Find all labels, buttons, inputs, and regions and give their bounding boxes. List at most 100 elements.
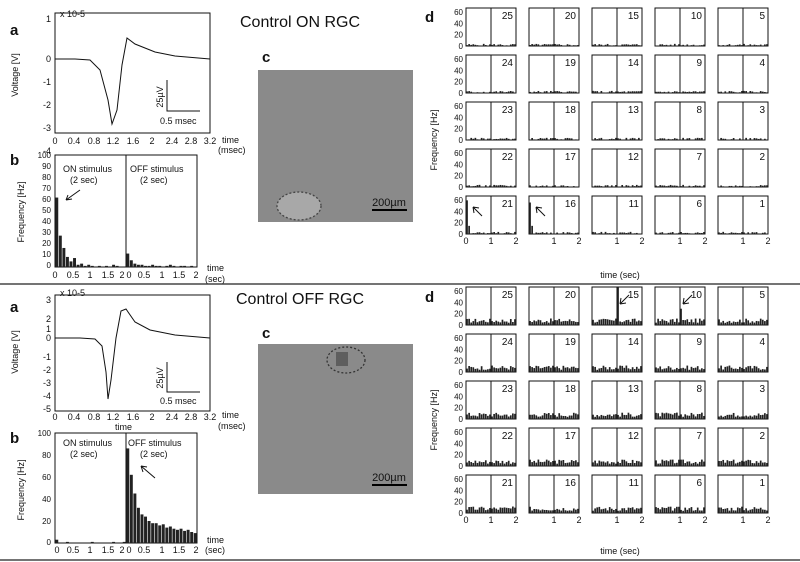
xtick: 3.2 [204,412,217,422]
grid-bar [514,44,516,46]
grid-bar [728,233,731,234]
grid-bar [619,232,621,234]
grid-bar [623,367,626,372]
grid-bar [621,365,624,372]
label-c: c [262,49,270,66]
grid-bar [659,44,662,46]
ytick: 100 [38,151,52,160]
grid-bar [489,318,491,325]
grid-cell: 12 [591,427,643,467]
grid-ytick: 40 [454,207,463,216]
grid-bar [558,91,561,93]
grid-bar [745,415,747,419]
grid-bar [466,45,468,46]
grid-bar [497,231,500,234]
grid-xtick: 2 [702,236,707,246]
grid-bar [543,461,546,466]
grid-bar [505,232,508,234]
grid-bar [556,366,558,372]
grid-bar [535,365,538,372]
grid-ytick: 0 [459,89,464,98]
grid-bar [764,413,766,419]
grid-bar [680,414,682,419]
psth-bar [158,525,162,543]
grid-bar [617,138,619,140]
grid-bar [757,138,760,140]
grid-bar [577,414,579,419]
psth-bar [129,474,133,543]
grid-bar [539,92,542,93]
psth-bar [183,265,187,267]
exponent-label: x 10-5 [60,9,85,19]
grid-bar [667,185,670,187]
exponent-label: x 10-5 [60,288,85,298]
ytick: 20 [42,517,51,526]
grid-cell-number: 19 [565,337,577,348]
grid-bar [743,461,745,466]
grid-bar [564,463,567,466]
grid-bar [627,232,630,234]
grid-bar [676,185,678,187]
grid-cell-number: 4 [759,337,765,348]
grid-bar [596,139,599,140]
grid-cell-number: 3 [759,105,765,116]
grid-bar [749,509,752,513]
grid-bar [552,413,554,419]
grid-cell: 161 2 [528,474,582,525]
grid-bar [728,510,731,513]
grid-bar [474,92,477,93]
grid-bar [554,367,556,372]
grid-bar [501,319,504,325]
grid-ytick: 0 [459,183,464,192]
grid-cell-number: 6 [696,478,702,489]
grid-bar [547,322,550,325]
grid-bar [667,45,670,46]
grid-cell-number: 16 [565,478,577,489]
grid-bar [529,44,531,46]
grid-bar [743,369,745,372]
ytick: -5 [43,404,51,414]
psth-yticks: 100 80 60 40 20 0 [38,429,52,547]
grid-bar [694,232,697,234]
grid-bar [615,318,617,325]
grid-bar [558,413,561,419]
grid-bar [724,508,727,513]
grid-bar [682,367,684,372]
ytick: 70 [42,184,51,193]
grid-bar [493,91,495,93]
grid-bar [468,460,470,466]
waveform-yticks: 3 2 0 -1 -2 -3 -4 -5 [43,295,51,414]
grid-bar [474,44,477,46]
grid-bar [507,138,510,140]
grid-bar [755,320,758,325]
grid-cell-number: 23 [502,105,514,116]
psth-bar [136,264,140,267]
grid-bar [720,322,722,325]
grid-bar [606,461,609,466]
grid-bar [572,233,575,234]
xlabel-mid: time [115,422,132,432]
grid-bar [550,90,552,93]
grid-bar [680,308,682,325]
grid-bar [493,322,495,325]
grid-bar [640,462,642,466]
grid-bar [560,510,563,513]
waveform-frame [54,12,211,134]
ytick: 90 [42,162,51,171]
grid-bar [730,414,733,419]
grid-bar [552,510,554,513]
grid-bar [541,44,544,46]
grid-bar [554,185,556,187]
grid-ytick: 20 [454,451,463,460]
grid-cell-number: 4 [759,58,765,69]
grid-bar [501,185,504,187]
grid-bar [545,185,548,187]
grid-bar [489,368,491,372]
grid-bar [676,506,678,513]
grid-bar [621,322,624,325]
grid-cell: 19 [528,333,580,373]
grid-bar [753,507,756,513]
grid-bar [728,365,731,372]
grid-bar [575,232,577,234]
grid-bar [696,463,699,466]
